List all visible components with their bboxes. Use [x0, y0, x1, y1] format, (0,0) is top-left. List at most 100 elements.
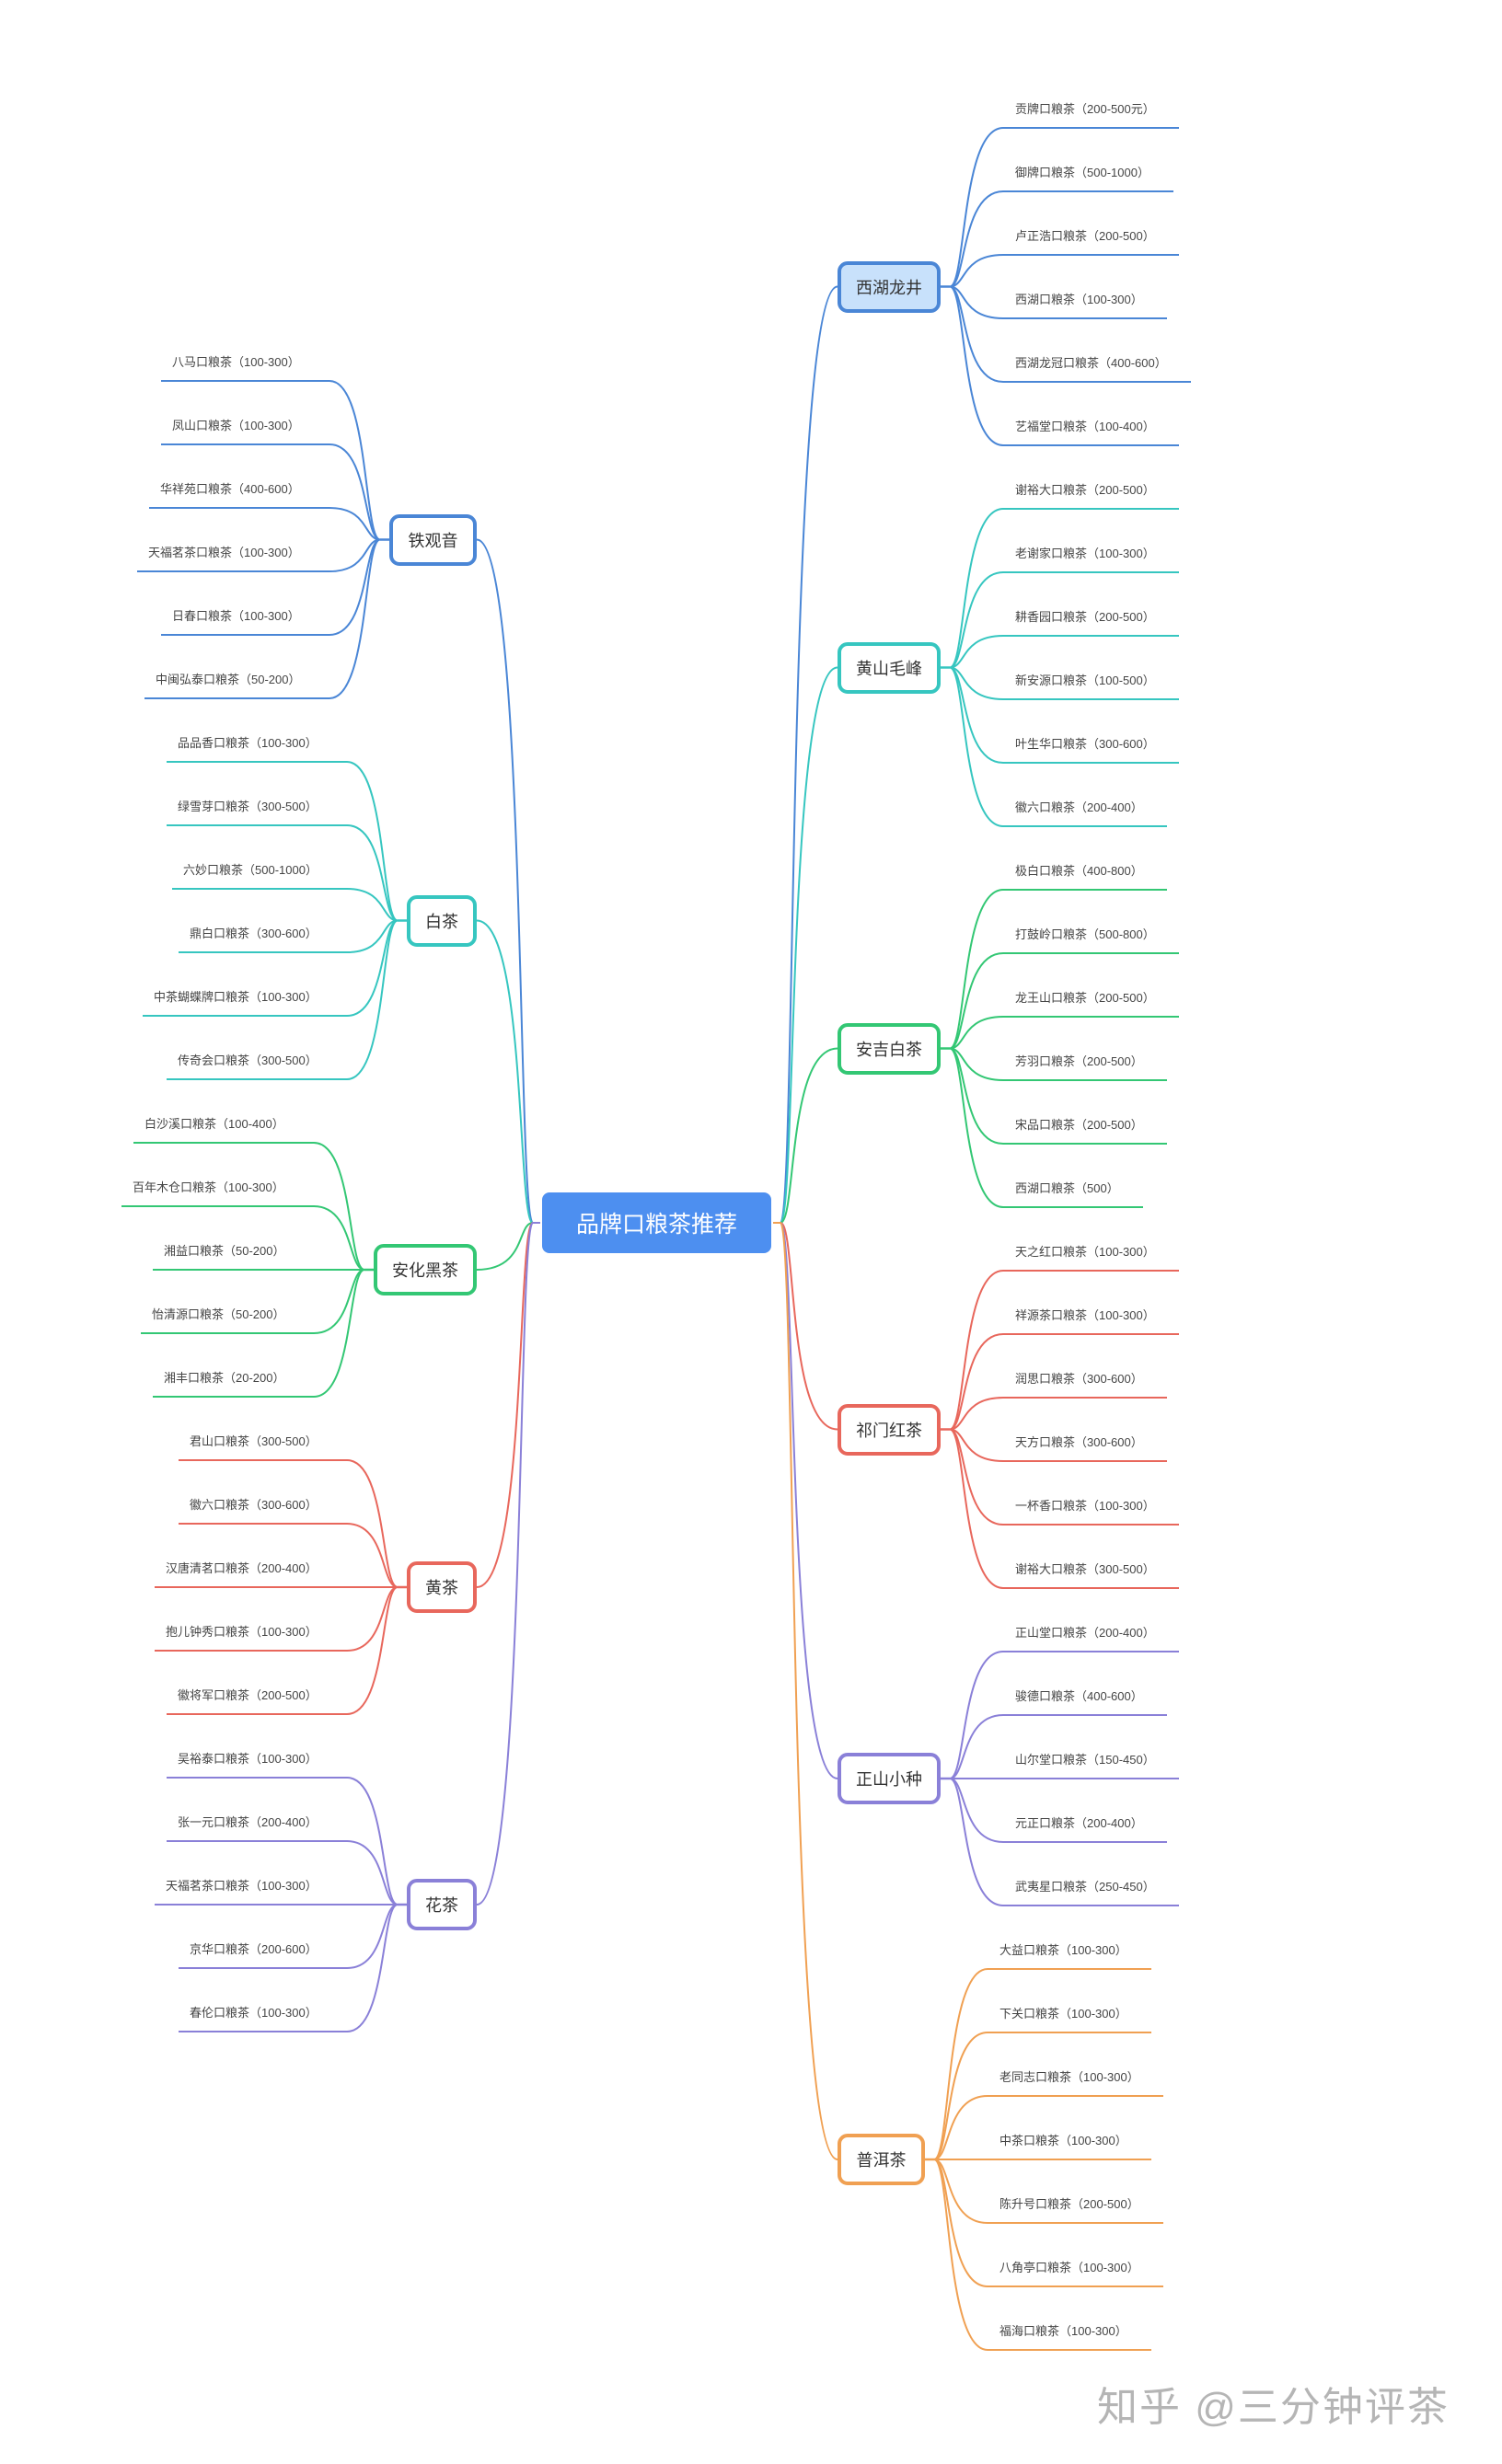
leaf-item[interactable]: 贡牌口粮茶（200-500元） [1015, 102, 1155, 116]
leaf-item[interactable]: 大益口粮茶（100-300） [999, 1943, 1127, 1957]
leaf-item[interactable]: 品品香口粮茶（100-300） [178, 736, 318, 750]
leaf-item[interactable]: 天福茗茶口粮茶（100-300） [166, 1879, 318, 1893]
branch-node[interactable]: 白茶 [407, 894, 477, 947]
leaf-item[interactable]: 福海口粮茶（100-300） [999, 2324, 1127, 2338]
branch-node[interactable]: 安吉白茶 [838, 1022, 941, 1075]
leaf-item[interactable]: 张一元口粮茶（200-400） [178, 1815, 318, 1829]
leaf-link [949, 1714, 1167, 1779]
branch-node[interactable]: 铁观音 [389, 513, 477, 566]
leaf-item[interactable]: 传奇会口粮茶（300-500） [178, 1054, 318, 1067]
leaf-link [949, 1778, 1167, 1843]
leaf-link [949, 1651, 1179, 1779]
leaf-item[interactable]: 华祥苑口粮茶（400-600） [160, 482, 300, 496]
leaf-item[interactable]: 八角亭口粮茶（100-300） [999, 2261, 1139, 2274]
leaf-item[interactable]: 新安源口粮茶（100-500） [1015, 674, 1155, 687]
leaf-link [933, 2159, 1163, 2287]
leaf-item[interactable]: 一杯香口粮茶（100-300） [1015, 1499, 1155, 1513]
leaf-item[interactable]: 祥源茶口粮茶（100-300） [1015, 1308, 1155, 1322]
leaf-link [167, 824, 399, 922]
leaf-item[interactable]: 天福茗茶口粮茶（100-300） [148, 546, 300, 559]
leaf-item[interactable]: 骏德口粮茶（400-600） [1015, 1689, 1143, 1703]
leaf-item[interactable]: 润思口粮茶（300-600） [1015, 1372, 1143, 1386]
leaf-item[interactable]: 老谢家口粮茶（100-300） [1015, 547, 1155, 560]
leaf-link [949, 1778, 1179, 1906]
branch-node[interactable]: 安化黑茶 [374, 1244, 477, 1295]
leaf-item[interactable]: 老同志口粮茶（100-300） [999, 2070, 1139, 2084]
leaf-item[interactable]: 山尔堂口粮茶（150-450） [1015, 1753, 1155, 1767]
leaf-item[interactable]: 西湖龙冠口粮茶（400-600） [1015, 356, 1167, 370]
leaf-item[interactable]: 徽六口粮茶（300-600） [190, 1498, 318, 1512]
leaf-item[interactable]: 中闽弘泰口粮茶（50-200） [156, 673, 301, 686]
leaf-link [141, 1269, 365, 1334]
leaf-item[interactable]: 西湖口粮茶（500） [1015, 1181, 1119, 1195]
leaf-item[interactable]: 凤山口粮茶（100-300） [172, 419, 300, 432]
leaf-item[interactable]: 白沙溪口粮茶（100-400） [144, 1117, 284, 1131]
leaf-item[interactable]: 艺福堂口粮茶（100-400） [1015, 420, 1155, 433]
leaf-link [949, 1270, 1179, 1431]
leaf-item[interactable]: 君山口粮茶（300-500） [190, 1434, 318, 1448]
leaf-link [933, 2159, 1151, 2351]
leaf-item[interactable]: 元正口粮茶（200-400） [1015, 1816, 1143, 1830]
branch-node[interactable]: 黄茶 [407, 1561, 477, 1613]
leaf-link [949, 666, 1179, 764]
leaf-item[interactable]: 叶生华口粮茶（300-600） [1015, 737, 1155, 751]
leaf-item[interactable]: 陈升号口粮茶（200-500） [999, 2197, 1139, 2211]
leaf-link [949, 571, 1179, 669]
leaf-item[interactable]: 京华口粮茶（200-600） [190, 1942, 318, 1956]
leaf-link [949, 1428, 1179, 1589]
leaf-link [949, 635, 1179, 669]
leaf-link [949, 508, 1179, 669]
leaf-item[interactable]: 谢裕大口粮茶（200-500） [1015, 483, 1155, 497]
leaf-item[interactable]: 宋品口粮茶（200-500） [1015, 1118, 1143, 1132]
leaf-item[interactable]: 中茶蝴蝶牌口粮茶（100-300） [154, 990, 318, 1004]
branch-node[interactable]: 花茶 [407, 1879, 477, 1930]
leaf-link [133, 1142, 365, 1271]
leaf-item[interactable]: 西湖口粮茶（100-300） [1015, 293, 1143, 306]
leaf-item[interactable]: 徽六口粮茶（200-400） [1015, 800, 1143, 814]
leaf-item[interactable]: 怡清源口粮茶（50-200） [152, 1307, 285, 1321]
leaf-item[interactable]: 御牌口粮茶（500-1000） [1015, 166, 1150, 179]
leaf-item[interactable]: 下关口粮茶（100-300） [999, 2007, 1127, 2021]
trunk-link [773, 1222, 838, 1431]
leaf-item[interactable]: 八马口粮茶（100-300） [172, 355, 300, 369]
leaf-link [933, 2095, 1163, 2160]
branch-node[interactable]: 黄山毛峰 [838, 641, 941, 694]
leaf-link [144, 538, 381, 699]
leaf-item[interactable]: 湘丰口粮茶（20-200） [164, 1371, 285, 1385]
branch-node[interactable]: 西湖龙井 [838, 260, 941, 313]
leaf-item[interactable]: 龙王山口粮茶（200-500） [1015, 991, 1155, 1005]
leaf-item[interactable]: 抱儿钟秀口粮茶（100-300） [166, 1625, 318, 1639]
leaf-item[interactable]: 汉唐清茗口粮茶（200-400） [166, 1561, 318, 1575]
leaf-item[interactable]: 六妙口粮茶（500-1000） [183, 863, 318, 877]
leaf-item[interactable]: 天之红口粮茶（100-300） [1015, 1245, 1155, 1259]
leaf-item[interactable]: 中茶口粮茶（100-300） [999, 2134, 1127, 2147]
central-topic[interactable]: 品牌口粮茶推荐 [542, 1192, 771, 1253]
leaf-item[interactable]: 卢正浩口粮茶（200-500） [1015, 229, 1155, 243]
leaf-item[interactable]: 芳羽口粮茶（200-500） [1015, 1054, 1143, 1068]
leaf-item[interactable]: 武夷星口粮茶（250-450） [1015, 1880, 1155, 1894]
leaf-item[interactable]: 春伦口粮茶（100-300） [190, 2006, 318, 2020]
trunk-link [476, 919, 540, 1224]
branch-node[interactable]: 祁门红茶 [838, 1403, 941, 1456]
leaf-link [161, 380, 381, 541]
leaf-item[interactable]: 谢裕大口粮茶（300-500） [1015, 1562, 1155, 1576]
leaf-item[interactable]: 百年木仓口粮茶（100-300） [133, 1180, 284, 1194]
branch-node[interactable]: 正山小种 [838, 1753, 941, 1804]
leaf-item[interactable]: 吴裕泰口粮茶（100-300） [178, 1752, 318, 1766]
branch-node[interactable]: 普洱茶 [838, 2134, 925, 2185]
leaf-item[interactable]: 绿雪芽口粮茶（300-500） [178, 800, 318, 813]
leaf-item[interactable]: 极白口粮茶（400-800） [1015, 864, 1143, 878]
leaf-item[interactable]: 湘益口粮茶（50-200） [164, 1244, 285, 1258]
leaf-item[interactable]: 打鼓岭口粮茶（500-800） [1015, 927, 1155, 941]
leaf-link [149, 507, 381, 541]
leaf-item[interactable]: 正山堂口粮茶（200-400） [1015, 1626, 1155, 1640]
leaf-item[interactable]: 天方口粮茶（300-600） [1015, 1435, 1143, 1449]
leaf-link [172, 888, 399, 922]
leaf-link [179, 1523, 399, 1588]
leaf-item[interactable]: 徽将军口粮茶（200-500） [178, 1688, 318, 1702]
leaf-item[interactable]: 鼎白口粮茶（300-600） [190, 927, 318, 940]
leaf-item[interactable]: 日春口粮茶（100-300） [172, 609, 300, 623]
leaf-link [949, 285, 1179, 446]
leaf-item[interactable]: 耕香园口粮茶（200-500） [1015, 610, 1155, 624]
leaf-link [949, 1047, 1167, 1081]
